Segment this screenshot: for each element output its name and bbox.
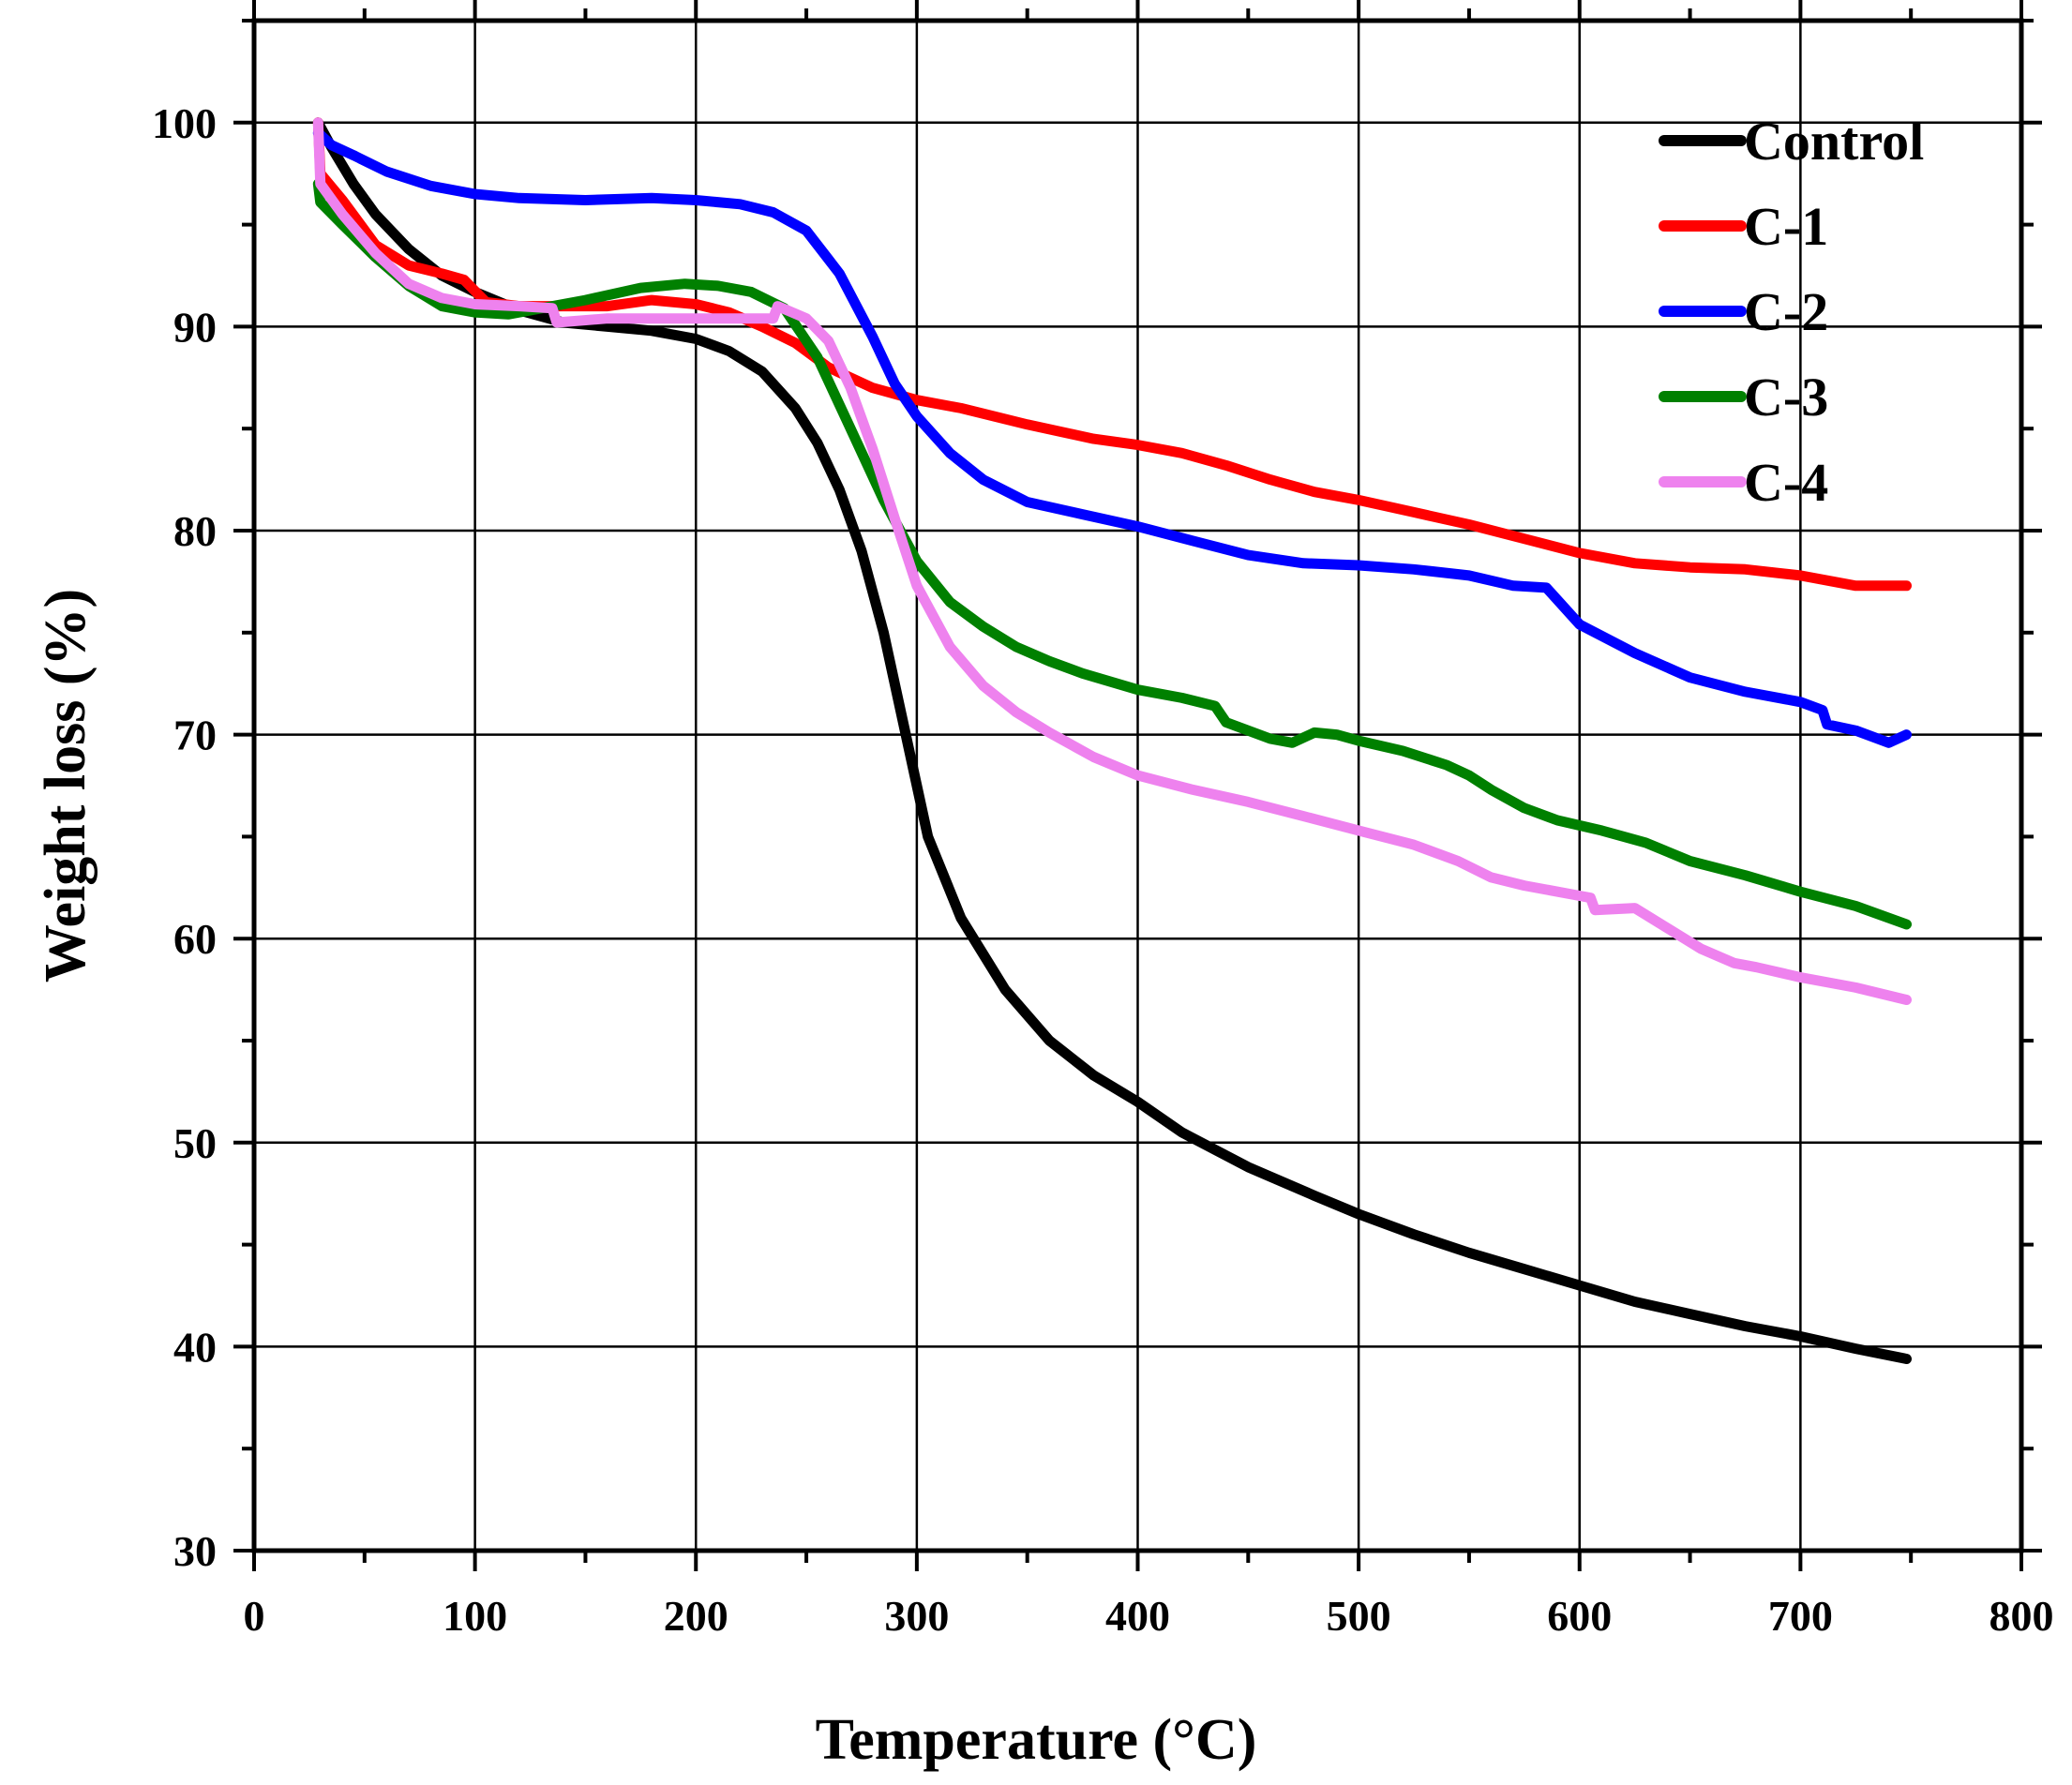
x-tick-label: 600 (1547, 1592, 1612, 1640)
y-tick-label: 100 (152, 99, 217, 147)
x-tick-label: 200 (664, 1592, 728, 1640)
legend: Control C-1 C-2 C-3 C-4 (1659, 111, 1924, 513)
x-tick-label: 0 (244, 1592, 265, 1640)
y-tick-label: 90 (173, 303, 217, 351)
series-line-c-3 (312, 178, 1912, 930)
legend-label-c-2: C-2 (1744, 281, 1828, 342)
series-line-c-2 (312, 128, 1912, 748)
x-tick-label: 100 (443, 1592, 507, 1640)
legend-label-c-1: C-1 (1744, 196, 1828, 257)
x-tick-label: 800 (1989, 1592, 2054, 1640)
x-tick-label: 700 (1768, 1592, 1833, 1640)
y-tick-label: 60 (173, 915, 217, 963)
y-tick-label: 30 (173, 1527, 217, 1575)
legend-label-c-4: C-4 (1744, 452, 1828, 513)
x-axis-title: Temperature (°C) (816, 1708, 1257, 1772)
y-tick-label: 70 (173, 712, 217, 759)
x-tick-label: 300 (884, 1592, 949, 1640)
legend-label-control: Control (1744, 111, 1924, 172)
plot-series (312, 117, 1912, 1364)
x-tick-label: 400 (1105, 1592, 1170, 1640)
y-tick-label: 40 (173, 1323, 217, 1371)
axis-ticks (233, 0, 2042, 1571)
x-tick-label: 500 (1327, 1592, 1391, 1640)
grid (254, 21, 2021, 1551)
tick-labels: 0 100 200 300 400 500 600 700 800 30 40 50 60 70 80 90 1… (152, 99, 2054, 1640)
legend-label-c-3: C-3 (1744, 367, 1828, 428)
y-axis-title: Weight loss (%) (34, 589, 98, 982)
series-line-c-1 (312, 117, 1912, 592)
y-tick-label: 80 (173, 507, 217, 555)
y-tick-label: 50 (173, 1119, 217, 1167)
series-line-c-4 (312, 117, 1912, 1005)
